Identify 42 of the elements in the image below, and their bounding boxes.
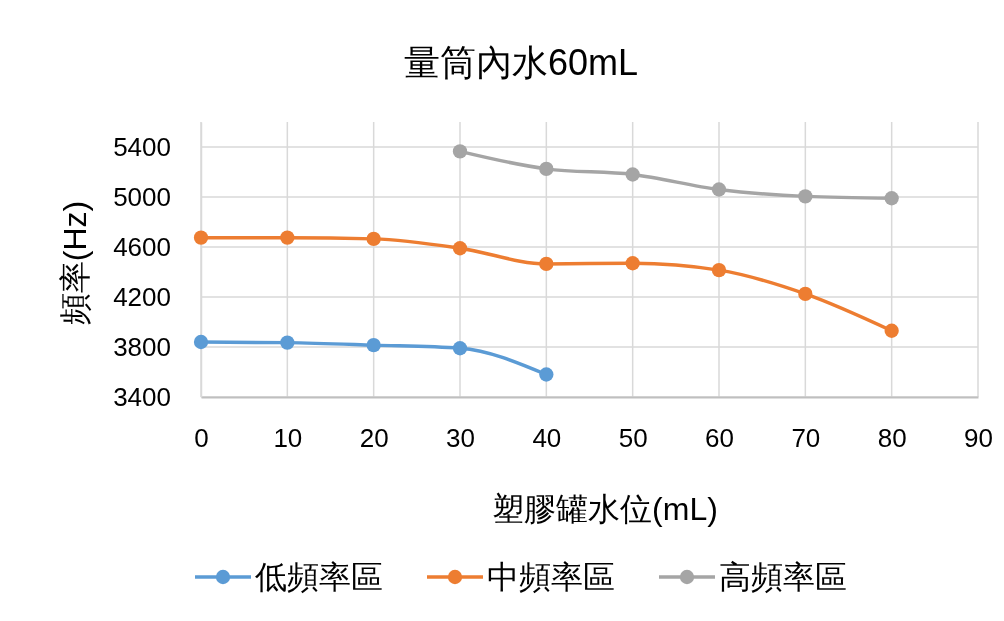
point xyxy=(798,286,813,301)
x-tick-label: 80 xyxy=(877,423,907,454)
point xyxy=(711,263,727,278)
point xyxy=(884,323,899,338)
point xyxy=(539,367,554,382)
y-tick-label: 3400 xyxy=(113,381,171,412)
y-tick-label: 4600 xyxy=(113,231,171,262)
point xyxy=(366,338,381,353)
chart-title: 量筒內水60mL xyxy=(403,42,639,83)
x-tick-label: 50 xyxy=(618,423,648,454)
x-tick-label: 70 xyxy=(791,423,821,454)
point xyxy=(366,231,381,246)
y-tick-label: 5000 xyxy=(113,181,171,212)
x-tick-label: 30 xyxy=(446,423,475,454)
point xyxy=(539,161,554,176)
point xyxy=(280,230,295,245)
legend-label: 高頻率區 xyxy=(719,559,847,595)
y-tick-label: 4200 xyxy=(113,281,171,312)
x-tick-label: 0 xyxy=(194,423,209,454)
point xyxy=(193,230,209,245)
x-tick-label: 20 xyxy=(359,423,389,454)
x-tick-label: 40 xyxy=(532,423,562,454)
x-tick-label: 10 xyxy=(273,423,303,454)
point xyxy=(193,334,209,350)
point xyxy=(711,182,727,197)
legend-label: 中頻率區 xyxy=(487,559,615,595)
x-tick-label: 90 xyxy=(964,423,993,454)
y-tick-label: 3800 xyxy=(113,331,171,362)
point xyxy=(280,335,295,350)
point xyxy=(539,256,554,271)
point xyxy=(884,191,899,206)
x-tick-label: 60 xyxy=(705,423,734,454)
point xyxy=(798,189,813,204)
point xyxy=(452,241,468,256)
point xyxy=(625,256,640,271)
y-axis-title: 頻率(Hz) xyxy=(57,200,93,326)
point xyxy=(625,167,640,182)
point xyxy=(452,144,468,159)
y-tick-label: 5400 xyxy=(113,131,171,162)
legend-label: 低頻率區 xyxy=(255,559,383,595)
x-axis-title: 塑膠罐水位(mL) xyxy=(492,491,718,527)
point xyxy=(452,341,468,356)
